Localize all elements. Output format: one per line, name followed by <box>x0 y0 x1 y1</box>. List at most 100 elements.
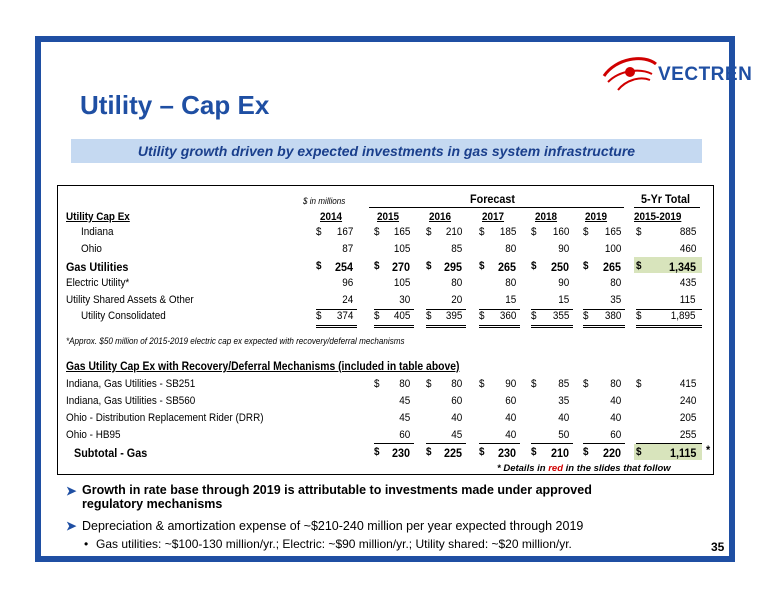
cell-value: 210 <box>550 446 569 460</box>
forecast-label: Forecast <box>470 192 516 206</box>
subtotal-rule <box>479 309 520 310</box>
year-header: 2019 <box>585 211 608 223</box>
cell-value: 295 <box>443 260 462 274</box>
cell-value: 355 <box>552 310 569 322</box>
cell-value: 60 <box>609 429 621 441</box>
sub-bullet: • Gas utilities: ~$100-130 million/yr.; E… <box>84 537 572 551</box>
cell-value: 240 <box>679 395 696 407</box>
cell-value: 105 <box>393 243 410 255</box>
row-label: Indiana, Gas Utilities - SB251 <box>66 378 196 390</box>
row-label: Utility Consolidated <box>81 310 166 322</box>
cell-value: 265 <box>602 260 621 274</box>
cell-value: 90 <box>557 277 569 289</box>
cell-value: 30 <box>398 294 410 306</box>
dollar-sign: $ <box>636 446 642 458</box>
subtotal-rule <box>531 443 573 444</box>
year-header: 2016 <box>429 211 452 223</box>
dollar-sign: $ <box>636 310 642 322</box>
cell-value: 45 <box>398 395 410 407</box>
subtotal-rule <box>583 443 625 444</box>
total-underline <box>531 325 573 326</box>
row-label: Gas Utilities <box>66 260 129 274</box>
cell-value: 40 <box>557 412 569 424</box>
logo-text: VECTREN <box>658 64 753 85</box>
cell-value: 165 <box>393 226 410 238</box>
cell-value: 415 <box>679 378 696 390</box>
section2-title: Gas Utility Cap Ex with Recovery/Deferra… <box>66 361 460 373</box>
subtotal-rule <box>636 309 702 310</box>
cell-value: 250 <box>550 260 569 274</box>
total-double-underline <box>636 327 702 328</box>
subtotal-rule <box>636 443 702 444</box>
arrow-bullet-icon: ➤ <box>66 519 77 533</box>
dollar-sign: $ <box>374 378 380 390</box>
row-label: Indiana, Gas Utilities - SB560 <box>66 395 196 407</box>
total-highlight <box>634 444 702 460</box>
forecast-rule <box>369 207 624 208</box>
dollar-sign: $ <box>426 310 432 322</box>
cell-value: 380 <box>604 310 621 322</box>
subtotal-rule <box>426 443 466 444</box>
bullet-2: ➤ Depreciation & amortization expense of … <box>66 519 584 533</box>
total-double-underline <box>316 327 357 328</box>
dollar-sign: $ <box>531 310 537 322</box>
cell-value: 230 <box>497 446 516 460</box>
total-double-underline <box>531 327 573 328</box>
cell-value: 60 <box>398 429 410 441</box>
dollar-sign: $ <box>374 310 380 322</box>
cell-value: 115 <box>680 294 696 306</box>
dollar-sign: $ <box>479 446 485 458</box>
cell-value: 24 <box>341 294 353 306</box>
section-title: Utility Cap Ex <box>66 211 130 223</box>
dollar-sign: $ <box>316 260 322 272</box>
vectren-logo-icon <box>602 57 657 91</box>
dollar-sign: $ <box>374 260 380 272</box>
cell-value: 167 <box>336 226 353 238</box>
cell-value: 40 <box>609 412 621 424</box>
cell-value: 185 <box>499 226 516 238</box>
cell-value: 220 <box>602 446 621 460</box>
cell-value: 265 <box>497 260 516 274</box>
row-label: Ohio - Distribution Replacement Rider (D… <box>66 412 264 424</box>
row-label: Ohio - HB95 <box>66 429 121 441</box>
year-header: 2015-2019 <box>634 211 682 223</box>
cell-value: 160 <box>552 226 569 238</box>
total-double-underline <box>374 327 414 328</box>
dollar-sign: $ <box>374 446 380 458</box>
cell-value: 374 <box>336 310 353 322</box>
cell-value: 15 <box>557 294 569 306</box>
subtotal-rule <box>531 309 573 310</box>
dollar-sign: $ <box>583 226 589 238</box>
cell-value: 60 <box>504 395 516 407</box>
dollar-sign: $ <box>583 378 589 390</box>
total-highlight <box>634 257 702 273</box>
dollar-sign: $ <box>426 226 432 238</box>
row-label: Indiana <box>81 226 114 238</box>
dollar-sign: $ <box>479 378 485 390</box>
cell-value: 230 <box>391 446 410 460</box>
cell-value: 105 <box>393 277 410 289</box>
headline-banner: Utility growth driven by expected invest… <box>71 139 702 163</box>
dollar-sign: $ <box>636 378 642 390</box>
cell-value: 96 <box>341 277 353 289</box>
dollar-sign: $ <box>531 378 537 390</box>
dollar-sign: $ <box>636 226 642 238</box>
cell-value: 40 <box>504 412 516 424</box>
cell-value: 80 <box>609 277 621 289</box>
cell-value: 40 <box>450 412 462 424</box>
units-note: $ in millions <box>303 196 346 206</box>
dollar-sign: $ <box>426 446 432 458</box>
capex-table: $ in millions Forecast 5-Yr Total Utility C… <box>57 185 714 475</box>
cell-value: 1,895 <box>671 310 696 322</box>
total-double-underline <box>479 327 520 328</box>
cell-value: 85 <box>450 243 462 255</box>
cell-value: 40 <box>504 429 516 441</box>
dollar-sign: $ <box>531 226 537 238</box>
row-label: Utility Shared Assets & Other <box>66 294 194 306</box>
cell-value: 60 <box>450 395 462 407</box>
subtotal-rule <box>479 443 520 444</box>
cell-value: 100 <box>604 243 621 255</box>
slide-title: Utility – Cap Ex <box>80 90 270 120</box>
cell-value: 210 <box>445 226 462 238</box>
subtotal-rule <box>583 309 625 310</box>
